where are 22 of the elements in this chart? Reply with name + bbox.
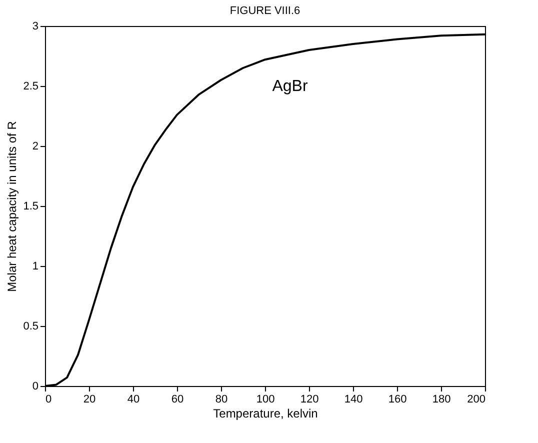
x-tick-label: 200 [467, 394, 486, 406]
annotation: AgBr [272, 78, 308, 95]
chart-title: FIGURE VIII.6 [230, 5, 300, 17]
x-tick-label: 120 [300, 394, 319, 406]
y-tick-label: 1.5 [23, 200, 38, 212]
x-tick-label: 0 [46, 394, 52, 406]
x-axis-title: Temperature, kelvin [213, 406, 318, 420]
y-tick-label: 2.5 [23, 80, 38, 92]
x-tick-label: 100 [256, 394, 275, 406]
x-tick-label: 20 [83, 394, 96, 406]
x-tick-label: 80 [215, 394, 228, 406]
y-tick-label: 3 [32, 20, 38, 32]
y-tick-label: 1 [32, 260, 38, 272]
x-tick-label: 180 [432, 394, 451, 406]
x-tick-label: 160 [388, 394, 407, 406]
x-tick-label: 60 [171, 394, 184, 406]
y-axis-title: Molar heat capacity in units of R [5, 120, 20, 292]
y-tick-label: 0.5 [23, 320, 38, 332]
x-tick-label: 140 [344, 394, 363, 406]
y-tick-label: 2 [32, 140, 38, 152]
x-tick-label: 40 [127, 394, 140, 406]
y-tick-label: 0 [32, 380, 38, 392]
